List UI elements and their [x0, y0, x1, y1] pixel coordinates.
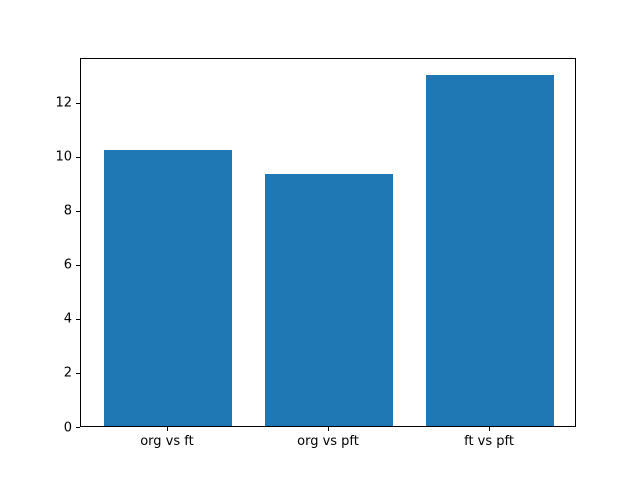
bar-org-vs-pft	[264, 173, 394, 426]
y-tick-label: 10	[55, 149, 72, 165]
y-tick-mark	[76, 156, 80, 158]
x-tick-mark	[489, 427, 491, 431]
y-tick-label: 0	[63, 420, 72, 435]
y-tick-mark	[76, 210, 80, 212]
y-tick-label: 6	[63, 257, 72, 273]
x-tick-label-org-vs-ft: org vs ft	[140, 434, 194, 449]
x-tick-label-ft-vs-pft: ft vs pft	[464, 434, 514, 449]
bar-ft-vs-pft	[425, 74, 555, 426]
bar-org-vs-ft	[103, 150, 233, 426]
y-tick-mark	[76, 427, 80, 428]
x-tick-mark	[328, 427, 329, 431]
y-tick-label: 8	[63, 203, 72, 219]
x-tick-mark	[166, 427, 168, 431]
x-tick-label-org-vs-pft: org vs pft	[297, 434, 359, 449]
y-tick-label: 4	[63, 311, 72, 327]
y-tick-mark	[76, 318, 80, 320]
plot-area	[80, 58, 576, 427]
y-tick-mark	[76, 264, 80, 266]
y-tick-label: 12	[55, 95, 72, 111]
y-tick-mark	[76, 102, 80, 104]
y-tick-mark	[76, 372, 80, 374]
y-tick-label: 2	[63, 365, 72, 381]
